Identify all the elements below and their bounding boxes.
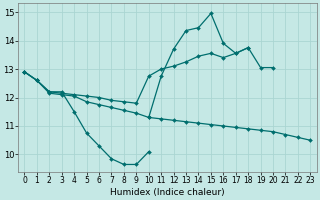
X-axis label: Humidex (Indice chaleur): Humidex (Indice chaleur): [110, 188, 225, 197]
